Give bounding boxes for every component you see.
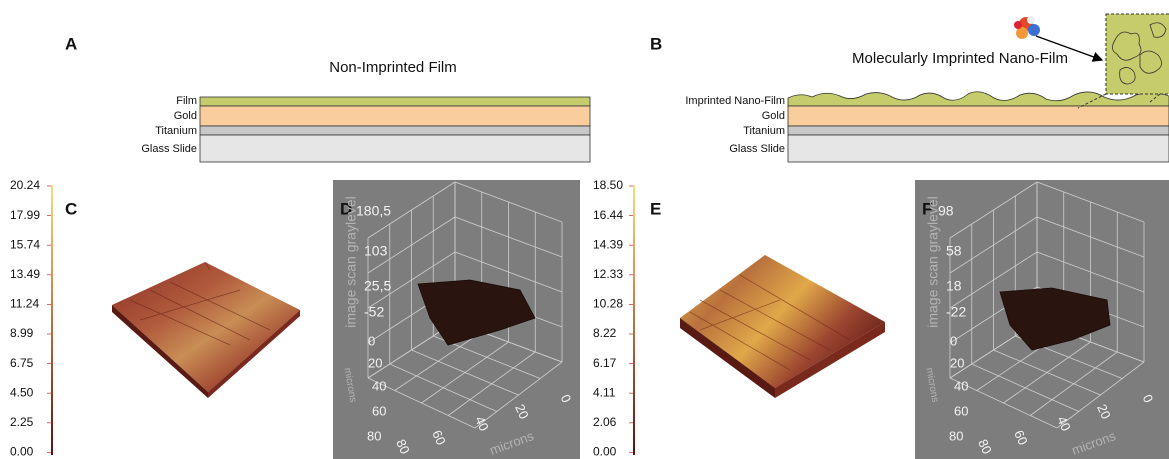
z-tick-label: -22 [946, 304, 966, 320]
inset-box [1106, 14, 1169, 94]
z-tick-label: -52 [364, 304, 384, 320]
y-tick-label: 40 [954, 378, 968, 393]
gold-layer [788, 106, 1169, 126]
layer-label: Gold [174, 110, 197, 122]
scale-label: 12.33 [593, 267, 623, 281]
afm-surface-e [680, 255, 885, 398]
y-tick-label: 20 [368, 355, 382, 370]
titanium-layer [788, 126, 1169, 135]
glass-layer [200, 135, 590, 162]
scale-label: 6.75 [10, 356, 34, 370]
scale-label: 14.39 [593, 237, 623, 251]
scale-label: 2.25 [10, 415, 34, 429]
scale-label: 13.49 [10, 267, 40, 281]
y-tick-label: 0 [950, 333, 957, 348]
y-tick-label: 80 [949, 428, 963, 443]
y-tick-label: 60 [372, 403, 386, 418]
y-tick-label: 20 [950, 355, 964, 370]
scale-label: 11.24 [10, 297, 39, 311]
z-tick-label: 18 [946, 278, 962, 294]
scale-label: 15.74 [10, 237, 40, 251]
panel-title: Non-Imprinted Film [329, 59, 457, 76]
panel-title: Molecularly Imprinted Nano-Film [852, 50, 1068, 67]
glass-layer [788, 135, 1169, 162]
scale-label: 2.06 [593, 415, 617, 429]
scale-label: 17.99 [10, 208, 40, 222]
color-bar [51, 185, 53, 455]
layer-label: Glass Slide [141, 143, 197, 155]
layer-label: Titanium [155, 125, 197, 137]
y-tick-label: 80 [367, 428, 381, 443]
page: { "panel_a": {"label": "A", "title": "No… [0, 0, 1169, 459]
layer-label: Film [176, 95, 197, 107]
z-tick-label: 58 [946, 243, 962, 259]
scale-label: 10.28 [593, 297, 623, 311]
scale-label: 4.50 [10, 385, 34, 399]
scale-label: 4.11 [593, 385, 616, 399]
film-layer [200, 97, 590, 106]
panel-label: B [650, 34, 662, 53]
titanium-layer [200, 126, 590, 135]
panel-label: E [650, 199, 661, 218]
z-tick-label: 103 [364, 243, 388, 259]
afm-surface-c [112, 262, 300, 398]
layer-label: Titanium [743, 125, 785, 137]
scale-label: 6.17 [593, 356, 617, 370]
y-tick-label: 0 [368, 333, 375, 348]
y-tick-label: 40 [372, 378, 386, 393]
scale-label: 8.22 [593, 326, 617, 340]
scale-label: 8.99 [10, 326, 34, 340]
figure: A Non-Imprinted Film Film Gold Titanium Glass… [0, 0, 1169, 459]
z-tick-label: 98 [938, 203, 954, 219]
z-tick-label: 25,5 [364, 278, 391, 294]
y-tick-label: 60 [954, 403, 968, 418]
panel-label: A [65, 34, 77, 53]
layer-label: Glass Slide [729, 143, 785, 155]
z-tick-label: 180,5 [356, 203, 391, 219]
color-bar [633, 185, 635, 455]
layer-label: Gold [762, 110, 785, 122]
layer-label: Imprinted Nano-Film [685, 95, 785, 107]
scale-label: 16.44 [593, 208, 623, 222]
scale-label: 18.50 [593, 178, 623, 192]
scale-label: 0.00 [593, 445, 617, 459]
scale-label: 0.00 [10, 445, 34, 459]
panel-label: C [65, 199, 77, 218]
scale-label: 20.24 [10, 178, 40, 192]
gold-layer [200, 106, 590, 126]
molecule-icon [1014, 16, 1040, 39]
